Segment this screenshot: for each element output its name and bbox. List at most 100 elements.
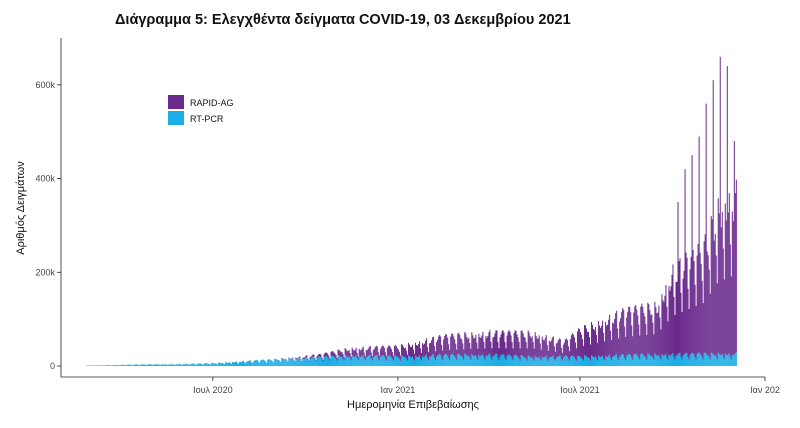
bar-rt-pcr (169, 364, 171, 366)
bar-rt-pcr (641, 353, 643, 366)
bar-rt-pcr (426, 354, 428, 366)
bar-rt-pcr (485, 355, 487, 366)
bar-rt-pcr (129, 364, 131, 366)
bar-rt-pcr (474, 356, 476, 366)
bar-rapid-ag (468, 337, 470, 356)
bar-rt-pcr (145, 364, 147, 366)
bar-rt-pcr (216, 364, 218, 366)
bar-rt-pcr (694, 357, 696, 366)
bar-rapid-ag (649, 310, 651, 355)
bar-rapid-ag (465, 333, 467, 355)
bar-rt-pcr (143, 364, 145, 366)
bar-rt-pcr (158, 364, 160, 366)
bar-rt-pcr (222, 363, 224, 366)
bar-rt-pcr (121, 364, 123, 366)
bar-rt-pcr (556, 357, 558, 366)
bar-rt-pcr (224, 362, 226, 366)
bar-rt-pcr (663, 355, 665, 366)
bar-rt-pcr (191, 363, 193, 366)
bar-rt-pcr (185, 363, 187, 366)
bar-rapid-ag (363, 352, 365, 359)
bar-rapid-ag (666, 306, 668, 358)
bar-rapid-ag (410, 346, 412, 358)
bar-rt-pcr (170, 364, 172, 366)
bar-rt-pcr (321, 359, 323, 366)
bar-rapid-ag (606, 325, 608, 357)
bar-rapid-ag (585, 328, 587, 357)
bar-rapid-ag (673, 296, 675, 358)
bar-rapid-ag (545, 335, 547, 356)
legend: RAPID-AG RT-PCR (168, 95, 234, 125)
bar-rt-pcr (149, 364, 151, 366)
bar-rapid-ag (476, 342, 478, 358)
bar-rt-pcr (616, 354, 618, 366)
legend-swatch-rapid-ag (168, 95, 184, 109)
bar-rt-pcr (721, 353, 723, 366)
bar-rapid-ag (477, 348, 479, 360)
bar-rapid-ag (390, 349, 392, 358)
bar-rapid-ag (376, 346, 378, 356)
bar-rapid-ag (640, 306, 642, 355)
bar-rapid-ag (613, 323, 615, 357)
bar-rapid-ag (662, 300, 664, 356)
bar-rt-pcr (293, 360, 295, 366)
bar-rapid-ag (407, 342, 409, 356)
bar-rt-pcr (389, 356, 391, 366)
bar-rapid-ag (712, 80, 714, 355)
bar-rt-pcr (208, 363, 210, 366)
bar-rt-pcr (548, 357, 550, 366)
bar-rapid-ag (420, 348, 422, 359)
bar-rt-pcr (439, 354, 441, 366)
bar-rt-pcr (576, 356, 578, 366)
bar-rt-pcr (177, 364, 179, 366)
bar-rapid-ag (356, 352, 358, 359)
bar-rt-pcr (718, 353, 720, 366)
bar-rt-pcr (488, 354, 490, 366)
bar-rt-pcr (163, 364, 165, 366)
bar-rt-pcr (375, 355, 377, 366)
bar-rt-pcr (504, 358, 506, 366)
bar-rt-pcr (464, 353, 466, 366)
bar-rapid-ag (609, 314, 611, 355)
bar-rapid-ag (317, 355, 319, 358)
bar-rapid-ag (359, 350, 361, 358)
bar-rapid-ag (447, 337, 449, 356)
bar-rapid-ag (429, 343, 431, 357)
bar-rt-pcr (204, 363, 206, 366)
bar-rt-pcr (560, 358, 562, 366)
bar-rapid-ag (525, 342, 527, 359)
bar-rapid-ag (309, 357, 311, 359)
bar-rt-pcr (683, 354, 685, 366)
bar-rapid-ag (531, 336, 533, 358)
bar-rt-pcr (499, 356, 501, 366)
bar-rt-pcr (421, 360, 423, 366)
bar-rt-pcr (611, 360, 613, 366)
bar-rt-pcr (452, 353, 454, 366)
bar-rapid-ag (337, 349, 339, 356)
bar-rapid-ag (481, 335, 483, 356)
bar-rt-pcr (620, 356, 622, 366)
bar-rt-pcr (290, 359, 292, 366)
y-ticks-group: 0 200k 400k 600k (35, 80, 61, 371)
bar-rapid-ag (562, 344, 564, 358)
bar-rt-pcr (551, 356, 553, 366)
bar-rt-pcr (643, 355, 645, 366)
bar-rt-pcr (300, 360, 302, 366)
bar-rapid-ag (623, 309, 625, 355)
bar-rt-pcr (105, 365, 107, 366)
bar-rapid-ag (611, 339, 613, 361)
bar-rapid-ag (541, 336, 543, 357)
bar-rt-pcr (281, 358, 283, 366)
bar-rapid-ag (587, 331, 589, 358)
bar-rapid-ag (631, 325, 633, 358)
bar-rt-pcr (171, 364, 173, 366)
bar-rapid-ag (723, 279, 725, 360)
bar-rt-pcr (416, 356, 418, 366)
bar-rapid-ag (473, 338, 475, 357)
bar-rapid-ag (542, 339, 544, 358)
bar-rt-pcr (108, 365, 110, 366)
bar-rapid-ag (596, 334, 598, 359)
bar-rt-pcr (410, 357, 412, 366)
bar-rt-pcr (665, 353, 667, 366)
bar-rapid-ag (725, 220, 727, 355)
